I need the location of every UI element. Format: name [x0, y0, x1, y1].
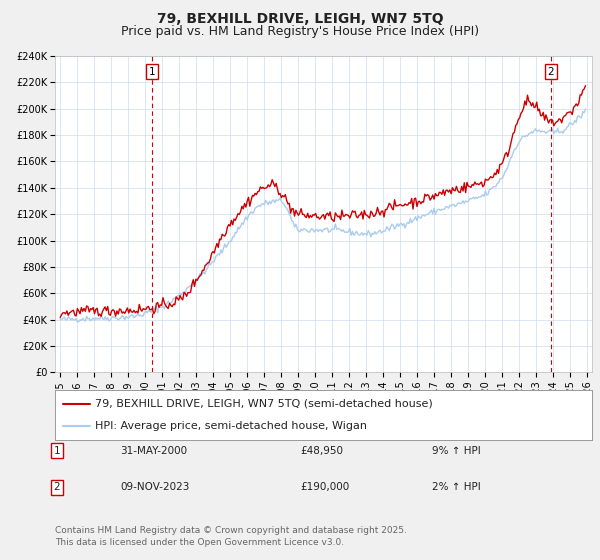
- Text: 1: 1: [53, 446, 61, 456]
- Text: 31-MAY-2000: 31-MAY-2000: [120, 446, 187, 456]
- Text: HPI: Average price, semi-detached house, Wigan: HPI: Average price, semi-detached house,…: [95, 421, 367, 431]
- Text: £48,950: £48,950: [300, 446, 343, 456]
- Text: 9% ↑ HPI: 9% ↑ HPI: [432, 446, 481, 456]
- Text: 2% ↑ HPI: 2% ↑ HPI: [432, 482, 481, 492]
- Text: 79, BEXHILL DRIVE, LEIGH, WN7 5TQ (semi-detached house): 79, BEXHILL DRIVE, LEIGH, WN7 5TQ (semi-…: [95, 399, 433, 409]
- Text: Price paid vs. HM Land Registry's House Price Index (HPI): Price paid vs. HM Land Registry's House …: [121, 25, 479, 38]
- Text: 1: 1: [149, 67, 156, 77]
- Text: 79, BEXHILL DRIVE, LEIGH, WN7 5TQ: 79, BEXHILL DRIVE, LEIGH, WN7 5TQ: [157, 12, 443, 26]
- Text: £190,000: £190,000: [300, 482, 349, 492]
- Text: 2: 2: [547, 67, 554, 77]
- Text: 2: 2: [53, 482, 61, 492]
- Text: Contains HM Land Registry data © Crown copyright and database right 2025.
This d: Contains HM Land Registry data © Crown c…: [55, 526, 407, 547]
- Text: 09-NOV-2023: 09-NOV-2023: [120, 482, 190, 492]
